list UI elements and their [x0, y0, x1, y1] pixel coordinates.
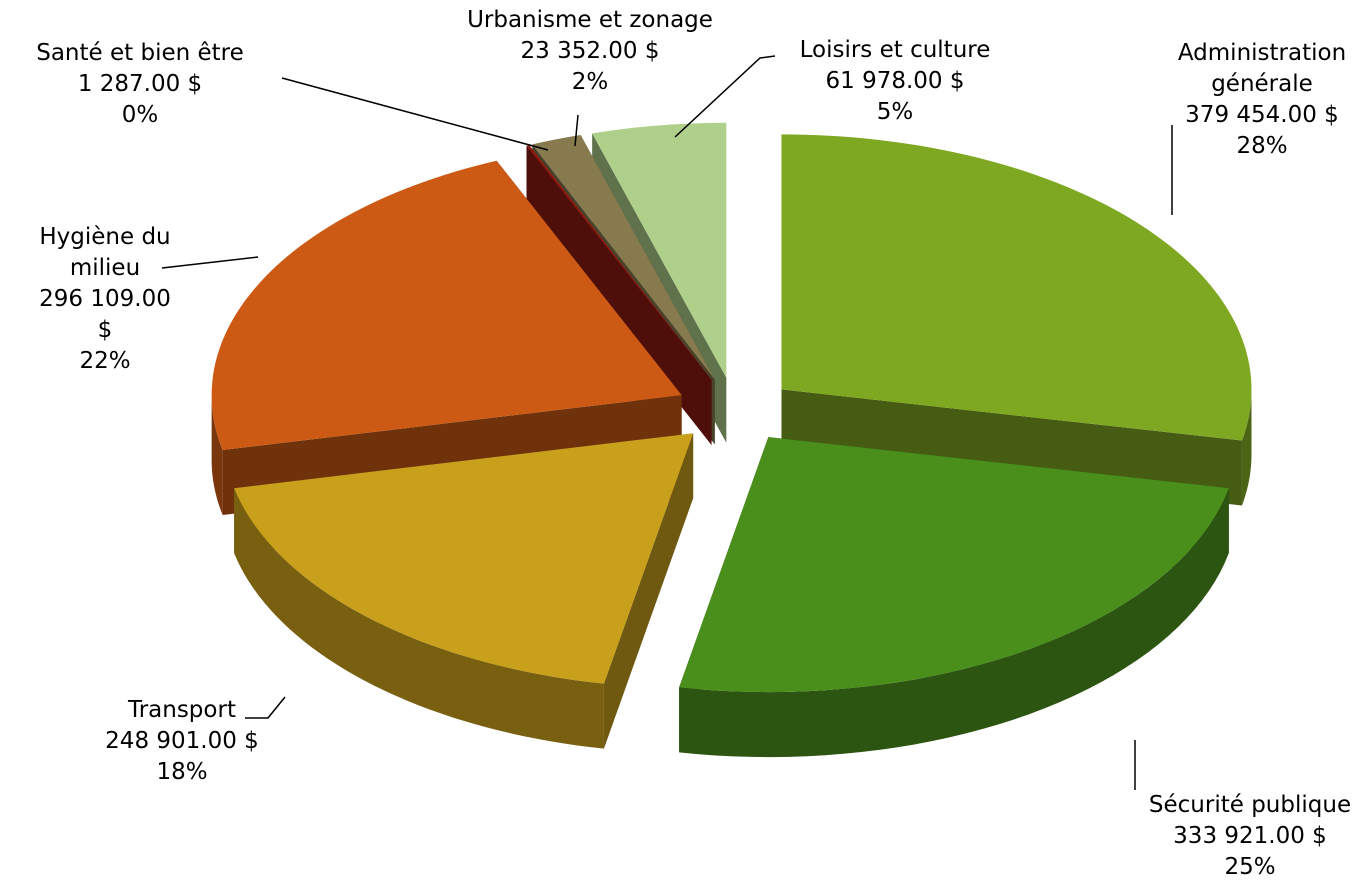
- label-value: 61 978.00 $: [825, 68, 965, 94]
- label-percent: 22%: [79, 348, 131, 374]
- label-percent: 2%: [571, 69, 609, 95]
- slice-label: Administration générale 379 454.00 $ 28%: [1167, 38, 1357, 162]
- label-value: 333 921.00 $: [1173, 823, 1327, 849]
- slice-top: [211, 160, 682, 451]
- label-name: Administration générale: [1177, 40, 1347, 97]
- leader-line: [574, 114, 579, 147]
- slice-top: [532, 134, 715, 380]
- label-percent: 0%: [121, 102, 159, 128]
- label-percent: 25%: [1224, 854, 1276, 880]
- slice-edge: [529, 145, 712, 446]
- label-value: 1 287.00 $: [77, 71, 203, 97]
- slice: [781, 134, 1252, 506]
- label-name: Hygiène du milieu: [39, 224, 171, 281]
- label-name: Loisirs et culture: [799, 37, 991, 63]
- slice-top: [781, 134, 1252, 441]
- label-name: Santé et bien être: [36, 40, 244, 66]
- slice-label: Sécurité publique 333 921.00 $ 25%: [1120, 790, 1365, 883]
- slice-label: Santé et bien être 1 287.00 $ 0%: [0, 38, 290, 131]
- slice-label: Transport 248 901.00 $ 18%: [82, 695, 282, 788]
- leader-line: [281, 77, 549, 151]
- slice: [234, 433, 694, 749]
- slice-label: Urbanisme et zonage 23 352.00 $ 2%: [440, 5, 740, 98]
- leader-line: [245, 696, 286, 719]
- slice-label: Hygiène du milieu 296 109.00 $ 22%: [30, 222, 180, 377]
- slice-side: [234, 488, 604, 749]
- label-percent: 28%: [1236, 133, 1288, 159]
- slice-edge: [781, 389, 1242, 506]
- label-value: 248 901.00 $: [105, 728, 259, 754]
- label-value: 379 454.00 $: [1185, 102, 1339, 128]
- leader-line: [161, 256, 259, 269]
- slice-side: [1241, 389, 1252, 506]
- slice-side: [211, 395, 223, 516]
- slice-top: [592, 122, 727, 378]
- slice-top: [526, 145, 712, 381]
- label-value: 296 109.00 $: [39, 286, 171, 343]
- slice-edge: [603, 433, 694, 749]
- slice-top: [234, 433, 694, 684]
- label-value: 23 352.00 $: [520, 38, 660, 64]
- slice-side: [679, 488, 1229, 758]
- slice: [526, 145, 712, 446]
- slice: [679, 437, 1229, 758]
- label-percent: 18%: [156, 759, 208, 785]
- label-name: Urbanisme et zonage: [467, 7, 713, 33]
- slice-top: [679, 437, 1229, 693]
- label-name: Sécurité publique: [1148, 792, 1352, 818]
- leader-line: [674, 55, 776, 138]
- label-percent: 5%: [876, 99, 914, 125]
- label-name: Transport: [128, 697, 236, 723]
- slice-label: Loisirs et culture 61 978.00 $ 5%: [765, 35, 1025, 128]
